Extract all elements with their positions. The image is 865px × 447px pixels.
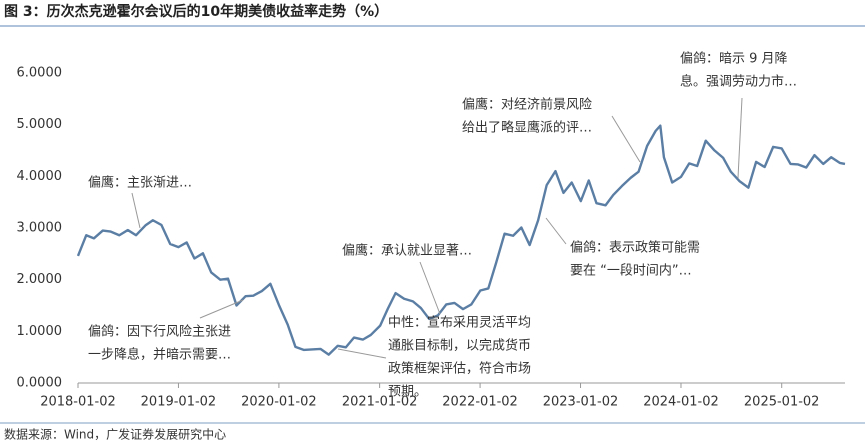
annotation-text: 偏鹰：承认就业显著… bbox=[342, 243, 472, 259]
annotation-text: 要在 “一段时间内”… bbox=[570, 263, 692, 279]
y-tick-label: 5.0000 bbox=[17, 117, 63, 132]
annotation-text: 息。强调劳动力市… bbox=[680, 74, 797, 90]
annotation-leader bbox=[419, 261, 441, 315]
annotation-text: 偏鹰：主张渐进… bbox=[88, 175, 192, 191]
annotation-leader bbox=[131, 192, 141, 229]
annotation-leader bbox=[545, 217, 567, 245]
annotation-leader bbox=[611, 115, 641, 163]
series-line bbox=[76, 124, 846, 356]
annotation-text: 偏鸽：表示政策可能需 bbox=[570, 240, 700, 256]
annotation-text: 通胀目标制，以完成货币 bbox=[388, 338, 531, 354]
x-tick-label: 2020-01-02 bbox=[241, 395, 317, 410]
y-tick-label: 3.0000 bbox=[17, 221, 63, 236]
y-tick-label: 4.0000 bbox=[17, 169, 63, 184]
annotation-leader bbox=[737, 97, 743, 179]
chart-title: 图 3：历次杰克逊霍尔会议后的10年期美债收益率走势（%） bbox=[4, 3, 388, 20]
y-tick-label: 0.0000 bbox=[17, 376, 63, 391]
annotation-text: 偏鸽：暗示 9 月降 bbox=[680, 51, 788, 67]
x-tick-label: 2024-01-02 bbox=[643, 395, 719, 410]
x-tick-label: 2023-01-02 bbox=[543, 395, 619, 410]
y-tick-label: 1.0000 bbox=[17, 324, 63, 339]
annotation-leader bbox=[337, 348, 387, 359]
annotation-text: 中性：宣布采用灵活平均 bbox=[388, 315, 531, 331]
x-tick-label: 2025-01-02 bbox=[744, 395, 820, 410]
annotation-text: 偏鹰：对经济前景风险 bbox=[462, 97, 592, 113]
x-tick-label: 2019-01-02 bbox=[141, 395, 217, 410]
y-tick-label: 2.0000 bbox=[17, 272, 63, 287]
annotation-leader bbox=[199, 299, 244, 319]
source-note: 数据来源：Wind，广发证券发展研究中心 bbox=[4, 427, 226, 442]
annotation-text: 给出了略显鹰派的评… bbox=[462, 120, 592, 136]
x-tick-label: 2021-01-02 bbox=[342, 395, 418, 410]
y-tick-label: 6.0000 bbox=[17, 66, 63, 81]
annotation-text: 预期。 bbox=[388, 385, 427, 400]
annotation-text: 政策框架评估，符合市场 bbox=[388, 361, 531, 377]
annotation-text: 一步降息，并暗示需要… bbox=[88, 347, 231, 363]
x-tick-label: 2022-01-02 bbox=[442, 395, 518, 410]
x-tick-label: 2018-01-02 bbox=[40, 395, 116, 410]
annotation-text: 偏鸽：因下行风险主张进 bbox=[88, 324, 231, 340]
